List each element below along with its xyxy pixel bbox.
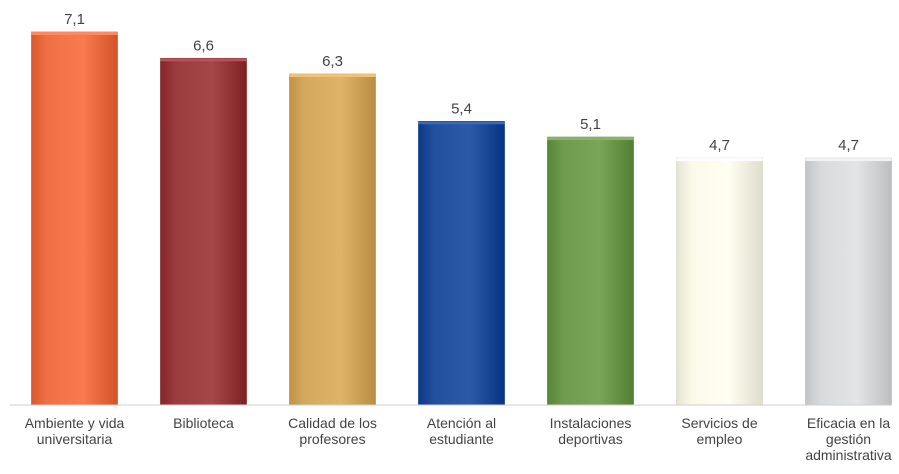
bar-cap-0 [31, 32, 118, 35]
bar-4 [547, 136, 634, 406]
bar-5 [676, 157, 763, 406]
bar-cap-6 [805, 158, 892, 162]
category-label-3: Atención al estudiante [427, 415, 496, 447]
value-label-0: 7,1 [64, 11, 85, 28]
category-label-1: Biblioteca [173, 415, 234, 431]
category-label-0: Ambiente y vida universitaria [25, 415, 125, 447]
category-label-4: Instalaciones deportivas [550, 415, 632, 447]
value-label-6: 4,7 [838, 137, 859, 154]
value-label-3: 5,4 [451, 100, 472, 117]
bar-cap-1 [160, 58, 247, 62]
category-label-6: Eficacia en la gestión administrativa [805, 415, 892, 463]
category-label-2: Calidad de los profesores [288, 415, 377, 447]
bar-3 [418, 121, 505, 406]
bar-cap-5 [676, 158, 763, 162]
bar-6 [805, 157, 892, 406]
bar-cap-4 [547, 137, 634, 141]
value-label-1: 6,6 [193, 37, 214, 54]
bar-cap-3 [418, 121, 505, 125]
value-label-5: 4,7 [709, 137, 730, 154]
category-label-5: Servicios de empleo [681, 415, 757, 447]
bar-0 [31, 31, 118, 406]
labels-layer: 7,1 Ambiente y vida universitaria 6,6 Biblio… [25, 11, 892, 463]
bar-cap-2 [289, 74, 376, 78]
value-label-2: 6,3 [322, 53, 343, 70]
bar-2 [289, 73, 376, 406]
value-label-4: 5,1 [580, 116, 601, 133]
bar-1 [160, 57, 247, 406]
bars-layer [31, 31, 892, 406]
